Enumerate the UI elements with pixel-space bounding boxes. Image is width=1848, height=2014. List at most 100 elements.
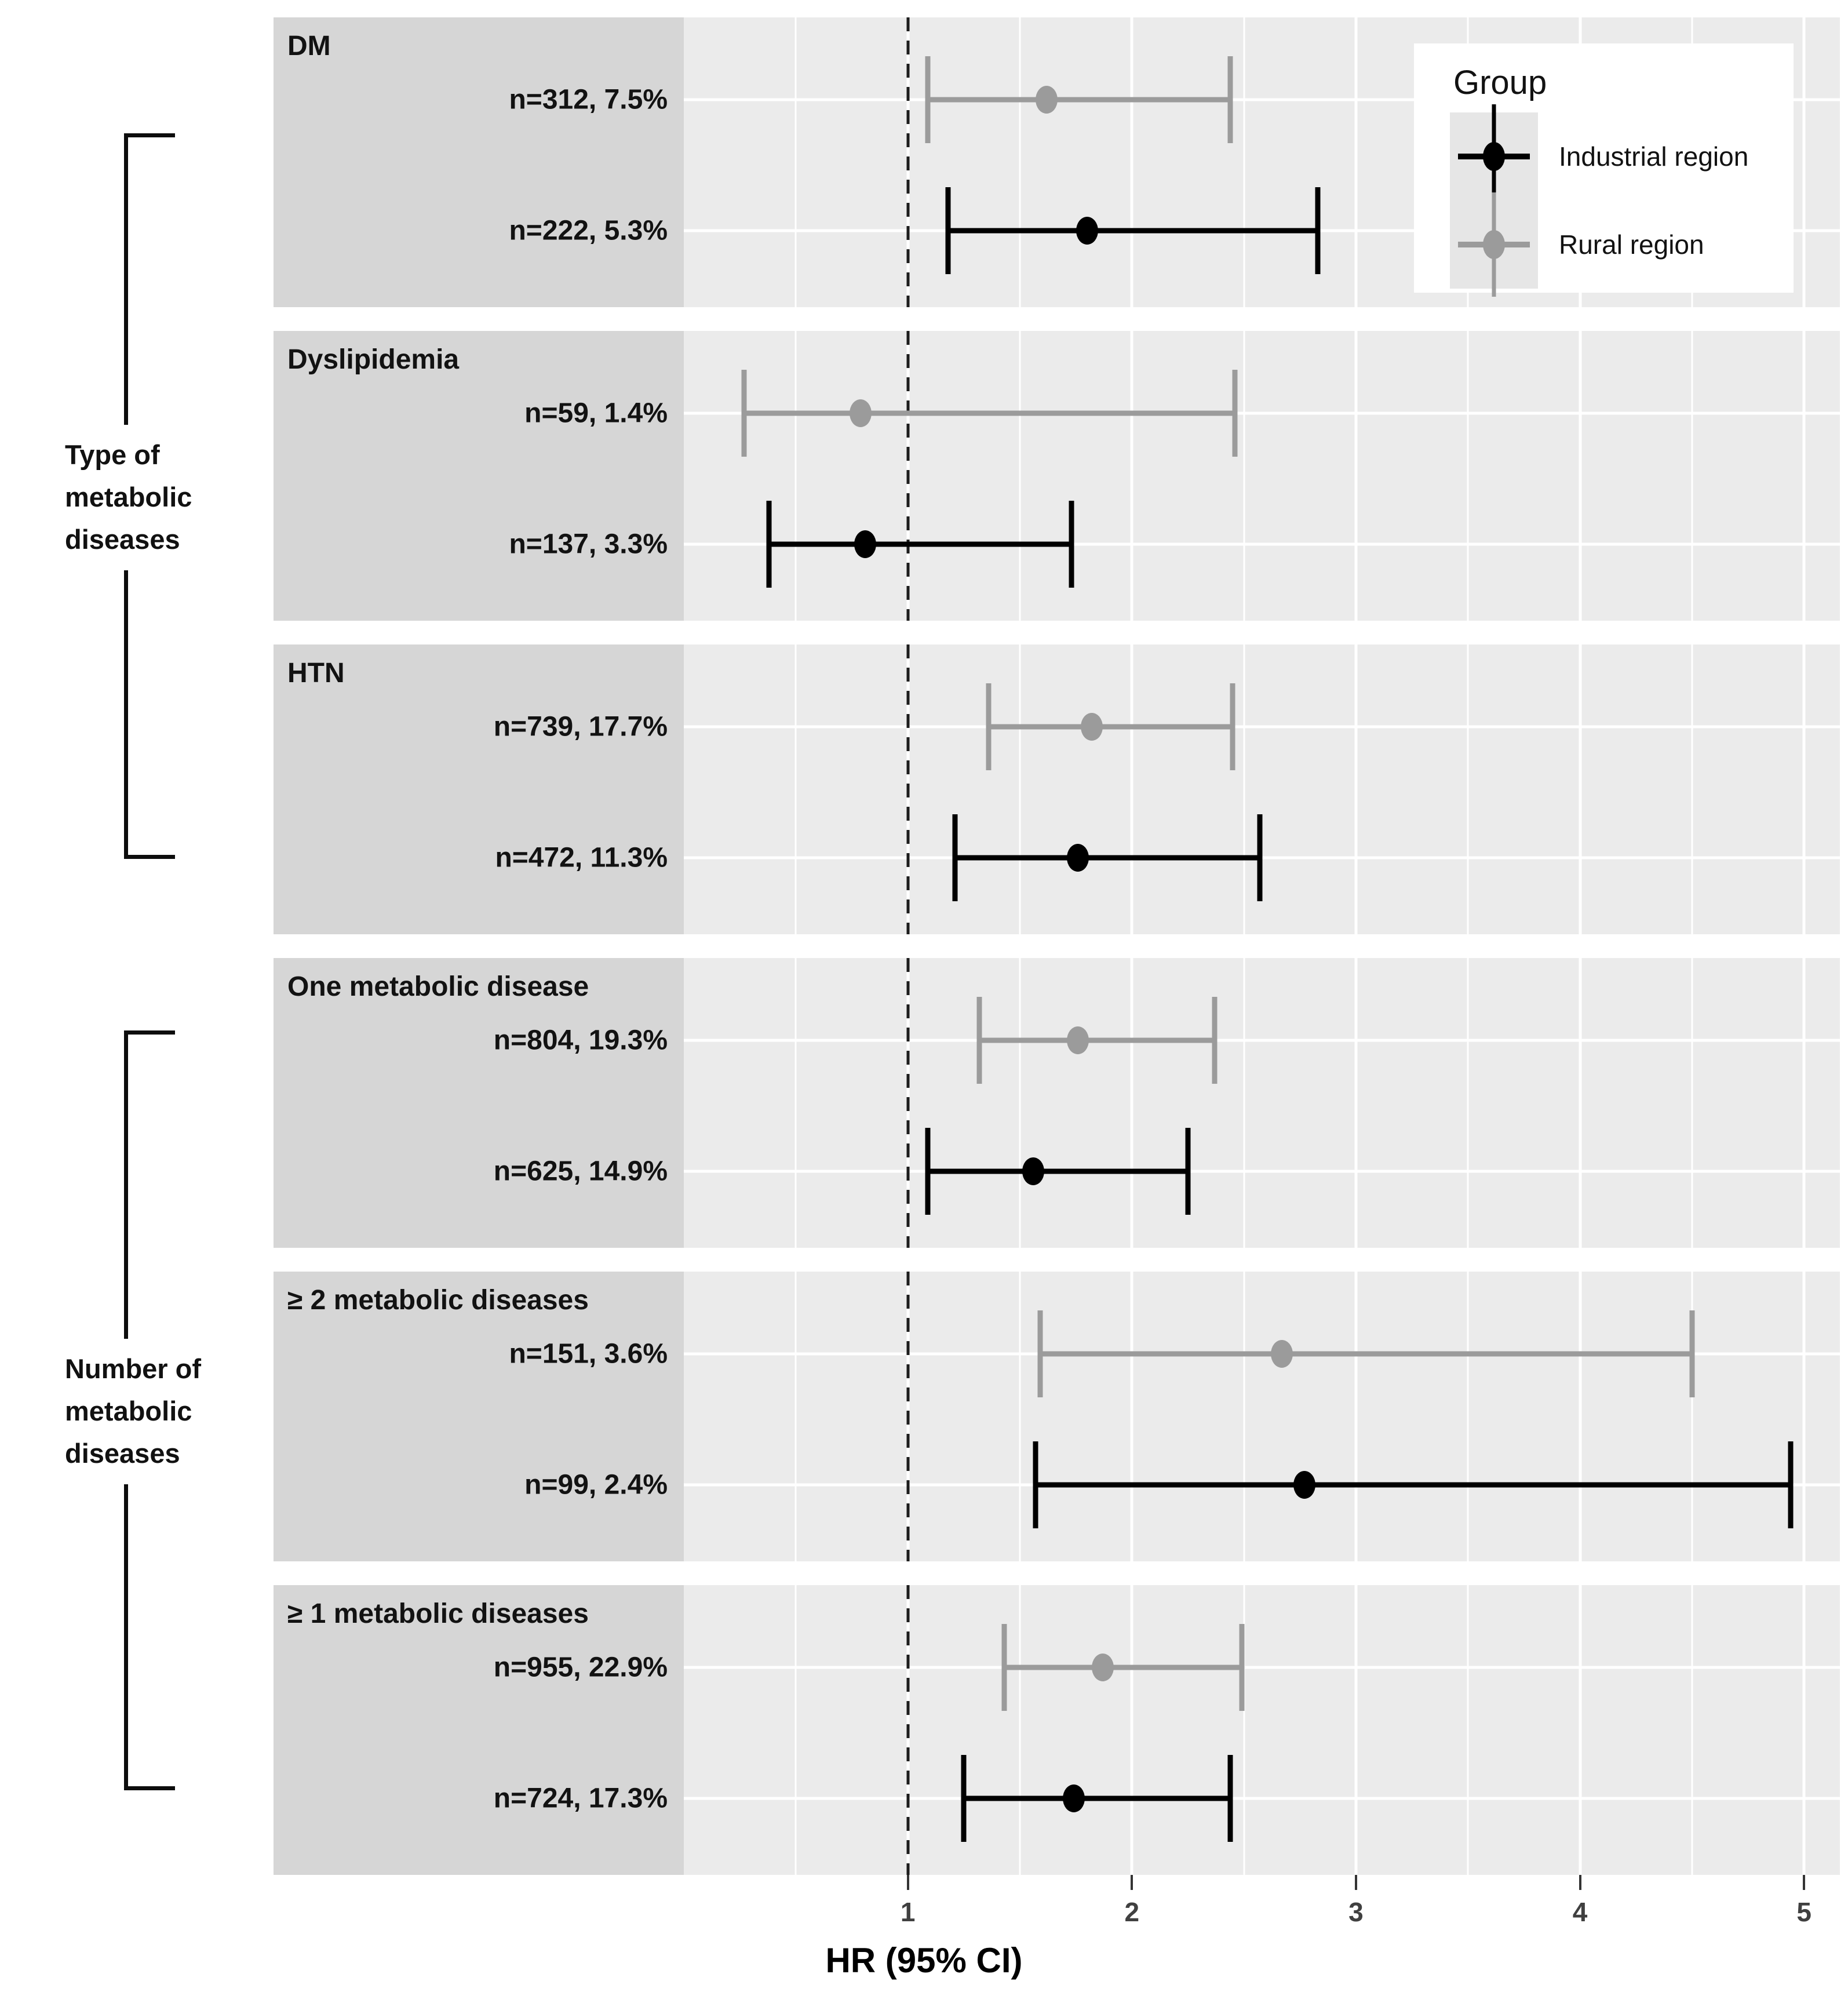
- gridline-major: [1354, 331, 1358, 621]
- gridline-major: [1579, 958, 1581, 1248]
- gridline-major: [1802, 331, 1806, 621]
- gridline-major: [1802, 644, 1806, 934]
- gridline-minor: [1467, 958, 1469, 1248]
- point-estimate-industrial-region: [1022, 1157, 1045, 1185]
- gridline-major: [1130, 1272, 1133, 1561]
- ci-line-industrial-region: [768, 541, 1071, 547]
- point-estimate-industrial-region: [1293, 1471, 1315, 1499]
- gridline-minor: [1467, 331, 1469, 621]
- ci-whisker-high-rural-region: [1689, 1310, 1695, 1397]
- row-gridline: [684, 1666, 1840, 1669]
- gridline-minor: [794, 644, 797, 934]
- gridline-minor: [1691, 644, 1693, 934]
- gridline-minor: [1019, 958, 1021, 1248]
- facet-panel: ≥ 1 metabolic diseases n=955, 22.9% n=72…: [274, 1585, 1840, 1875]
- x-tick-label: 4: [1572, 1897, 1588, 1927]
- point-estimate-rural-region: [1080, 713, 1103, 741]
- legend-key-point: [1483, 142, 1505, 171]
- gridline-major: [1579, 644, 1581, 934]
- gridline-major: [1354, 1272, 1358, 1561]
- plot-area: [684, 331, 1840, 621]
- count-label-industrial-region: n=724, 17.3%: [493, 1783, 668, 1814]
- row-gridline: [684, 542, 1840, 546]
- facet-strip: Dyslipidemia n=59, 1.4% n=137, 3.3%: [274, 331, 684, 621]
- ci-whisker-high-rural-region: [1230, 683, 1235, 770]
- legend-items: Industrial region Rural region: [1450, 104, 1794, 297]
- x-tick-label: 2: [1124, 1897, 1140, 1927]
- row-gridline: [684, 98, 1840, 101]
- facet-panel: One metabolic disease n=804, 19.3% n=625…: [274, 958, 1840, 1248]
- reference-line-hr1: [906, 331, 910, 621]
- ci-whisker-low-rural-region: [1001, 1624, 1007, 1711]
- gridline-minor: [1243, 644, 1245, 934]
- group-label-line: diseases: [65, 523, 180, 555]
- ci-whisker-low-rural-region: [741, 370, 747, 457]
- gridline-minor: [1019, 1272, 1021, 1561]
- point-estimate-industrial-region: [1062, 1784, 1085, 1812]
- row-gridline: [684, 1797, 1840, 1800]
- x-axis-title: HR (95% CI): [825, 1941, 1023, 1980]
- legend-key-point: [1483, 230, 1505, 259]
- facet-strip: DM n=312, 7.5% n=222, 5.3%: [274, 17, 684, 307]
- gridline-minor: [794, 331, 797, 621]
- gridline-minor: [1243, 17, 1245, 307]
- gridline-major: [1130, 1585, 1133, 1875]
- gridline-minor: [794, 1272, 797, 1561]
- ci-line-industrial-region: [948, 228, 1318, 234]
- gridline-minor: [1019, 1585, 1021, 1875]
- x-tick-mark: [906, 1875, 909, 1890]
- point-estimate-rural-region: [1036, 86, 1058, 114]
- x-tick-mark: [1354, 1875, 1357, 1890]
- plot-area: [684, 958, 1840, 1248]
- ci-whisker-low-rural-region: [925, 56, 931, 143]
- plot-area: [684, 1272, 1840, 1561]
- count-label-rural-region: n=312, 7.5%: [509, 84, 668, 115]
- ci-line-industrial-region: [964, 1796, 1231, 1801]
- ci-whisker-high-industrial-region: [1788, 1441, 1794, 1528]
- facet-strip: HTN n=739, 17.7% n=472, 11.3%: [274, 644, 684, 934]
- gridline-major: [1802, 1272, 1806, 1561]
- point-estimate-rural-region: [1067, 1026, 1089, 1054]
- gridline-major: [1130, 331, 1133, 621]
- count-label-industrial-region: n=137, 3.3%: [509, 529, 668, 560]
- ci-line-industrial-region: [928, 1168, 1188, 1174]
- ci-whisker-high-industrial-region: [1315, 187, 1321, 274]
- point-estimate-rural-region: [850, 399, 872, 427]
- ci-whisker-low-rural-region: [976, 997, 982, 1084]
- gridline-major: [1579, 1585, 1581, 1875]
- x-tick-mark: [1579, 1875, 1581, 1890]
- plot-area: [684, 1585, 1840, 1875]
- count-label-industrial-region: n=625, 14.9%: [493, 1156, 668, 1187]
- group-label-line: diseases: [65, 1437, 180, 1469]
- gridline-minor: [1243, 331, 1245, 621]
- x-tick-label: 3: [1348, 1897, 1364, 1927]
- row-gridline: [684, 1170, 1840, 1173]
- facet-strip: ≥ 1 metabolic diseases n=955, 22.9% n=72…: [274, 1585, 684, 1875]
- facet-title: DM: [287, 31, 331, 61]
- gridline-major: [1354, 1585, 1358, 1875]
- group-label-line: metabolic: [65, 481, 192, 512]
- count-label-rural-region: n=739, 17.7%: [493, 711, 668, 742]
- gridline-minor: [1691, 1585, 1693, 1875]
- gridline-minor: [1243, 1272, 1245, 1561]
- facet-strip: One metabolic disease n=804, 19.3% n=625…: [274, 958, 684, 1248]
- gridline-minor: [1019, 644, 1021, 934]
- gridline-minor: [1467, 1272, 1469, 1561]
- ci-whisker-low-rural-region: [986, 683, 992, 770]
- gridline-major: [1354, 17, 1358, 307]
- ci-whisker-high-industrial-region: [1185, 1128, 1191, 1215]
- count-label-industrial-region: n=99, 2.4%: [524, 1469, 668, 1501]
- facet-panel: Dyslipidemia n=59, 1.4% n=137, 3.3%: [274, 331, 1840, 621]
- ci-whisker-low-rural-region: [1037, 1310, 1043, 1397]
- facet-title: Dyslipidemia: [287, 344, 460, 375]
- row-gridline: [684, 411, 1840, 415]
- gridline-major: [1802, 1585, 1806, 1875]
- ci-whisker-high-industrial-region: [1227, 1755, 1233, 1842]
- ci-whisker-high-industrial-region: [1069, 501, 1074, 588]
- point-estimate-rural-region: [1091, 1654, 1114, 1681]
- gridline-minor: [1467, 1585, 1469, 1875]
- legend: Group Industrial region Rural region: [1414, 43, 1794, 297]
- facet-panel: HTN n=739, 17.7% n=472, 11.3%: [274, 644, 1840, 934]
- gridline-minor: [1019, 331, 1021, 621]
